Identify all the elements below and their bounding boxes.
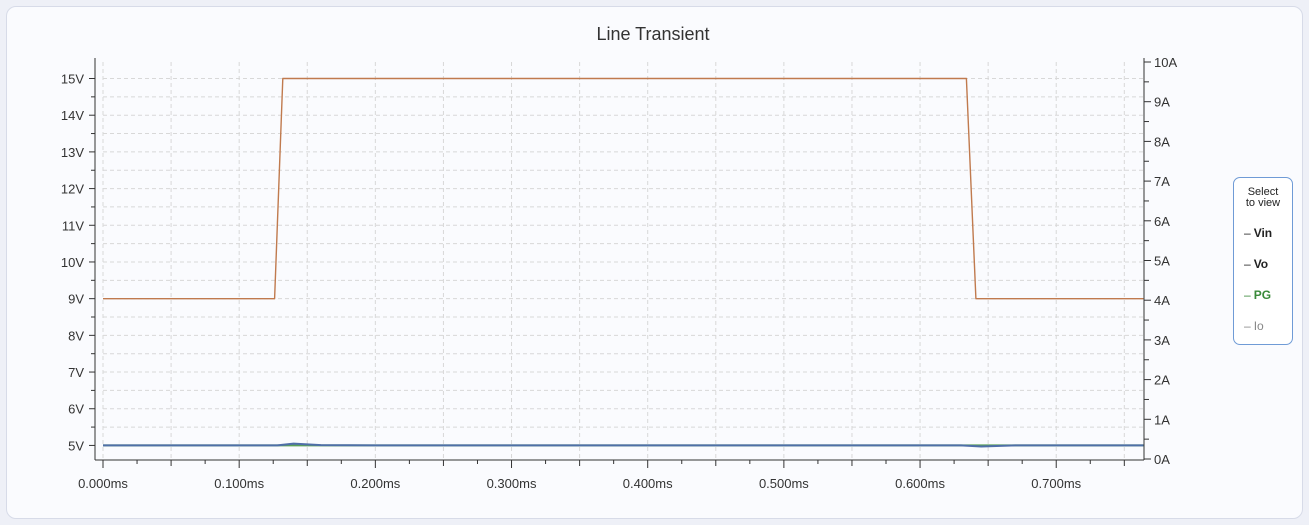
chart-title: Line Transient xyxy=(596,24,709,44)
legend-label-io: Io xyxy=(1253,319,1264,333)
y-right-tick-label: 5A xyxy=(1154,254,1170,269)
legend-item-vo[interactable]: – Vo xyxy=(1244,257,1268,271)
y-left-tick-label: 6V xyxy=(68,402,84,417)
legend-title-line-2: to view xyxy=(1245,197,1281,209)
y-right-tick-label: 9A xyxy=(1154,95,1170,110)
x-tick-label: 0.600ms xyxy=(895,476,945,491)
x-tick-label: 0.700ms xyxy=(1031,476,1081,491)
y-right-tick-label: 10A xyxy=(1154,55,1177,70)
y-left-tick-label: 14V xyxy=(61,108,84,123)
legend-item-io[interactable]: – Io xyxy=(1244,319,1264,333)
y-right-tick-label: 2A xyxy=(1154,373,1170,388)
grid xyxy=(102,62,1144,459)
legend-swatch-vo: – xyxy=(1244,257,1251,271)
y-right-tick-label: 3A xyxy=(1154,333,1170,348)
series-lines xyxy=(103,77,1144,448)
y-right-tick-label: 1A xyxy=(1154,412,1170,427)
legend-swatch-pg: – xyxy=(1244,288,1251,302)
x-tick-label: 0.400ms xyxy=(623,476,673,491)
x-tick-label: 0.200ms xyxy=(350,476,400,491)
legend-label-vin: Vin xyxy=(1253,226,1273,240)
y-left-tick-label: 8V xyxy=(68,328,84,343)
y-left-tick-label: 15V xyxy=(61,72,84,87)
y-right-tick-label: 4A xyxy=(1154,293,1170,308)
y-left-tick-label: 12V xyxy=(61,182,84,197)
legend-label-vo: Vo xyxy=(1253,257,1269,271)
legend-title-line-1: Select xyxy=(1247,186,1279,198)
legend-title: Select to view xyxy=(1234,187,1292,209)
series-line-vo xyxy=(103,442,1144,448)
y-right-tick-label: 7A xyxy=(1154,174,1170,189)
chart-panel xyxy=(6,6,1303,519)
legend-swatch-io: – xyxy=(1244,319,1251,333)
x-tick-label: 0.100ms xyxy=(214,476,264,491)
y-left-tick-label: 13V xyxy=(61,145,84,160)
y-left-tick-label: 7V xyxy=(68,365,84,380)
y-right-tick-label: 6A xyxy=(1154,214,1170,229)
legend-swatch-vin: – xyxy=(1244,226,1251,240)
x-tick-label: 0.300ms xyxy=(487,476,537,491)
legend-item-pg[interactable]: – PG xyxy=(1244,288,1271,302)
series-line-vin xyxy=(103,77,1144,300)
legend-label-pg: PG xyxy=(1253,288,1272,302)
series-legend: Select to view – Vin – Vo – PG – Io xyxy=(1233,177,1293,345)
axes: 0.000ms 0.100ms 0.200ms 0.300ms 0.400ms 0.500… xyxy=(61,55,1178,491)
y-left-tick-label: 10V xyxy=(61,255,84,270)
y-right-tick-label: 8A xyxy=(1154,134,1170,149)
y-right-tick-label: 0A xyxy=(1154,452,1170,467)
x-tick-label: 0.000ms xyxy=(78,476,128,491)
y-left-tick-label: 11V xyxy=(62,218,84,233)
x-tick-label: 0.500ms xyxy=(759,476,809,491)
legend-item-vin[interactable]: – Vin xyxy=(1244,226,1272,240)
y-left-tick-label: 5V xyxy=(68,438,84,453)
y-left-tick-label: 9V xyxy=(68,292,84,307)
